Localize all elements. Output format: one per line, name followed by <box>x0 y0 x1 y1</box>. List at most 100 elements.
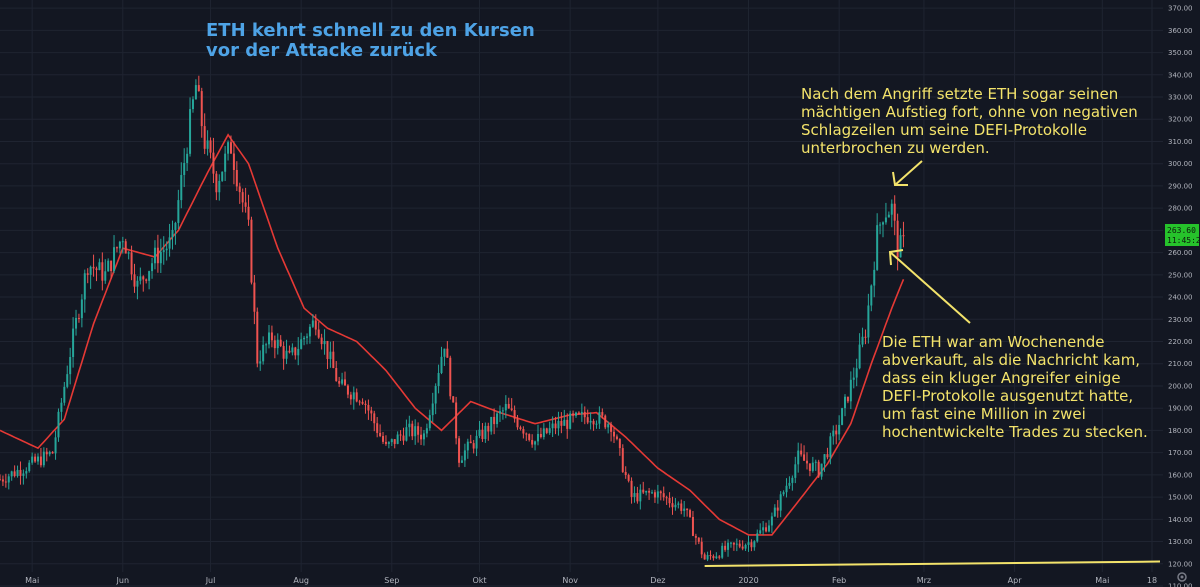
candle-body <box>124 241 127 254</box>
candle-body <box>613 431 616 437</box>
candle-body <box>586 417 589 423</box>
candle-body <box>534 441 537 445</box>
candle-body <box>57 411 60 438</box>
candle-body <box>212 152 215 174</box>
candle-body <box>832 430 835 437</box>
candle-body <box>37 456 40 462</box>
candle-body <box>247 206 250 220</box>
candle-body <box>221 171 224 181</box>
candle-body <box>709 555 712 557</box>
candle-body <box>767 525 770 532</box>
candle-body <box>384 441 387 444</box>
candle-body <box>531 439 534 445</box>
candle-body <box>882 222 885 225</box>
y-tick-label: 360.00 <box>1168 27 1193 35</box>
candle-body <box>329 351 332 359</box>
candle-body <box>197 85 200 92</box>
candle-body <box>744 544 747 549</box>
candle-body <box>422 433 425 440</box>
arrow-bottom-right-head <box>888 249 904 266</box>
candle-body <box>229 142 232 154</box>
candle-body <box>566 419 569 429</box>
candle-body <box>484 425 487 440</box>
candle-body <box>227 142 230 154</box>
candle-body <box>700 541 703 555</box>
candle-body <box>379 432 382 437</box>
candle-body <box>548 428 551 433</box>
candle-body <box>200 91 203 127</box>
candle-body <box>811 462 814 471</box>
candle-body <box>618 438 621 449</box>
candle-body <box>843 396 846 409</box>
candle-body <box>820 463 823 477</box>
candle-body <box>34 456 37 462</box>
candle-body <box>817 461 820 477</box>
y-tick-label: 120.00 <box>1168 560 1193 568</box>
candle-body <box>326 340 329 359</box>
candle-body <box>148 271 151 281</box>
candle-body <box>162 250 165 252</box>
candle-body <box>4 481 7 483</box>
candle-body <box>884 217 887 223</box>
candle-body <box>645 490 648 493</box>
y-tick-label: 280.00 <box>1168 205 1193 213</box>
candle-body <box>595 423 598 425</box>
candle-body <box>808 463 811 471</box>
y-tick-label: 170.00 <box>1168 449 1193 457</box>
y-tick-label: 330.00 <box>1168 94 1193 102</box>
candle-body <box>475 435 478 449</box>
candle-body <box>352 392 355 400</box>
candle-body <box>662 493 665 498</box>
candle-body <box>545 428 548 433</box>
candle-body <box>28 462 31 472</box>
candle-body <box>16 469 19 477</box>
y-tick-label: 180.00 <box>1168 427 1193 435</box>
candle-body <box>390 439 393 443</box>
candle-body <box>414 426 417 437</box>
candle-body <box>525 433 528 435</box>
candle-body <box>569 413 572 429</box>
settings-gear-icon[interactable] <box>1177 572 1187 582</box>
candle-body <box>183 162 186 175</box>
candle-body <box>642 489 645 493</box>
candle-body <box>712 556 715 559</box>
candle-body <box>592 420 595 425</box>
candle-body <box>572 413 575 416</box>
candle-body <box>153 247 156 264</box>
candle-body <box>306 336 309 338</box>
candle-body <box>256 311 259 364</box>
candle-body <box>449 357 452 397</box>
candle-body <box>203 126 206 149</box>
candle-body <box>320 337 323 345</box>
x-tick-label: Dez <box>650 576 665 585</box>
candle-body <box>411 423 414 437</box>
candle-body <box>355 392 358 402</box>
chart-title-line-1: ETH kehrt schnell zu den Kursen <box>206 20 535 41</box>
annotation-top-right-line: mächtigen Aufstieg fort, ohne von negati… <box>801 103 1138 121</box>
candle-body <box>651 492 654 494</box>
candle-body <box>633 493 636 497</box>
candle-body <box>145 279 148 281</box>
x-tick-label: Okt <box>472 576 486 585</box>
candle-body <box>92 266 95 269</box>
candle-body <box>455 402 458 439</box>
candle-body <box>870 285 873 306</box>
candle-body <box>104 271 107 281</box>
candle-body <box>510 408 513 411</box>
candle-body <box>171 229 174 238</box>
candle-body <box>443 348 446 357</box>
candle-body <box>250 219 253 283</box>
candle-body <box>218 180 221 193</box>
candle-body <box>683 508 686 511</box>
candle-body <box>417 426 420 435</box>
annotation-top-right-line: unterbrochen zu werden. <box>801 139 990 157</box>
x-tick-label: Aug <box>293 576 309 585</box>
candle-body <box>674 504 677 508</box>
annotation-bottom-right-line: hochentwickelte Trades zu stecken. <box>882 423 1148 441</box>
candle-body <box>472 443 475 449</box>
y-tick-label: 300.00 <box>1168 160 1193 168</box>
candle-body <box>267 332 270 345</box>
candle-body <box>98 262 101 270</box>
